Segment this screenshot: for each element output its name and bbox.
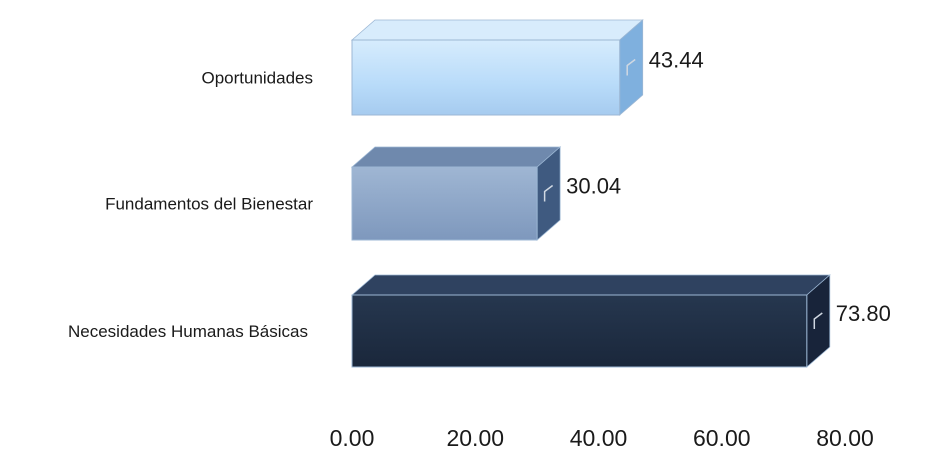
bar-top-face bbox=[350, 274, 831, 296]
bars-layer bbox=[350, 19, 831, 368]
x-tick-label: 60.00 bbox=[693, 425, 751, 451]
x-tick-label: 80.00 bbox=[816, 425, 874, 451]
bar-front-face bbox=[351, 294, 808, 368]
bar-necesidades-humanas-basicas bbox=[350, 274, 831, 368]
bar-front-face bbox=[351, 166, 538, 241]
x-tick-label: 0.00 bbox=[330, 425, 375, 451]
bar-fundamentos-del-bienestar bbox=[350, 146, 562, 241]
value-leader-line bbox=[813, 312, 823, 329]
labels-layer: Oportunidades 43.44 Fundamentos del Bienes… bbox=[68, 48, 891, 342]
value-leader-line bbox=[626, 58, 636, 76]
category-label: Fundamentos del Bienestar bbox=[105, 195, 313, 214]
bar-top-face bbox=[350, 19, 644, 41]
bar-top-face bbox=[350, 146, 562, 168]
category-label: Necesidades Humanas Básicas bbox=[68, 322, 308, 341]
bar-oportunidades bbox=[350, 19, 644, 116]
value-label: 73.80 bbox=[836, 301, 891, 326]
category-label: Oportunidades bbox=[201, 69, 313, 88]
value-leader-line bbox=[543, 184, 554, 202]
bar-front-face bbox=[351, 39, 621, 116]
x-tick-label: 40.00 bbox=[570, 425, 628, 451]
value-label: 30.04 bbox=[566, 174, 621, 199]
value-label: 43.44 bbox=[649, 48, 704, 73]
x-tick-label: 20.00 bbox=[446, 425, 504, 451]
x-axis-ticks: 0.00 20.00 40.00 60.00 80.00 bbox=[330, 425, 874, 451]
